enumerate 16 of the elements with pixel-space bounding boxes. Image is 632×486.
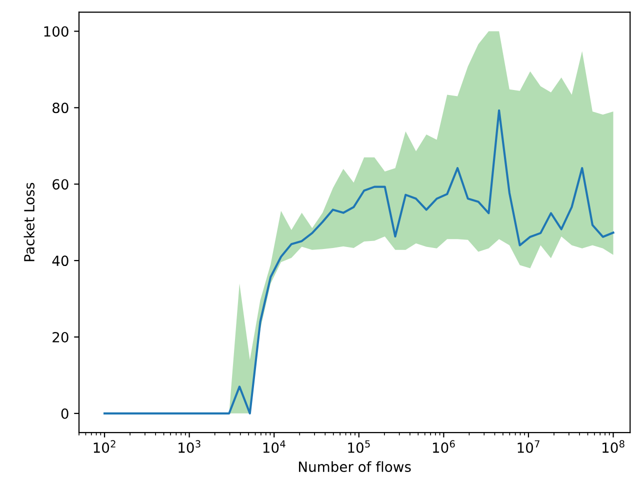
y-tick-label: 40 xyxy=(52,256,68,266)
x-tick-label: 10$^{4}$ xyxy=(263,440,286,453)
x-tick-label: 10$^{6}$ xyxy=(432,440,455,453)
x-tick-label: 10$^{3}$ xyxy=(178,440,200,453)
x-axis-title: Number of flows xyxy=(298,461,411,472)
y-axis-title: Packet Loss xyxy=(24,182,35,262)
y-tick-label: 0 xyxy=(61,408,68,419)
y-tick-label: 20 xyxy=(52,332,68,342)
y-tick-label: 60 xyxy=(52,179,68,190)
x-tick-label: 10$^{2}$ xyxy=(94,440,116,453)
x-tick-label: 10$^{5}$ xyxy=(348,440,370,453)
y-tick-label: 100 xyxy=(44,26,68,37)
x-tick-label: 10$^{8}$ xyxy=(602,440,624,453)
line-series xyxy=(103,109,614,414)
x-tick-label: 10$^{7}$ xyxy=(518,440,540,453)
y-tick-label: 80 xyxy=(52,102,68,114)
